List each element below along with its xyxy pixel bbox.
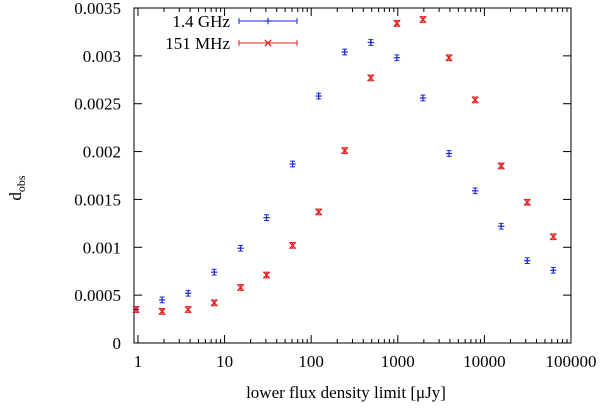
data-point: [288, 241, 297, 250]
series-mhz: [132, 15, 557, 316]
data-point: [419, 15, 427, 24]
x-tick-label: 1: [134, 352, 143, 371]
data-point: [314, 208, 323, 216]
legend: 1.4 GHz 151 MHz: [165, 12, 298, 53]
series-ghz: [132, 39, 557, 313]
data-point: [132, 305, 140, 314]
y-axis-label-sub: obs: [14, 175, 28, 192]
data-point: [289, 160, 296, 168]
data-point: [471, 96, 479, 104]
legend-marker: [264, 39, 272, 47]
y-tick-label: 0.002: [83, 143, 121, 162]
data-point: [471, 187, 479, 195]
data-point: [184, 290, 192, 297]
x-axis-label: lower flux density limit [μJy]: [246, 383, 446, 402]
y-axis-label-main: d: [6, 192, 25, 201]
x-tick-label: 10: [216, 352, 233, 371]
y-tick-label: 0.0015: [74, 190, 121, 209]
legend-label: 151 MHz: [165, 34, 230, 53]
data-point: [236, 283, 245, 292]
data-point: [263, 214, 270, 221]
x-tick-label: 100: [298, 352, 324, 371]
legend-label: 1.4 GHz: [172, 12, 230, 31]
y-tick-label: 0.0005: [74, 286, 121, 305]
data-point: [549, 233, 557, 241]
data-point: [211, 268, 218, 276]
svg-text:dobs: dobs: [6, 175, 28, 201]
y-tick-label: 0.0025: [74, 95, 121, 114]
y-axis-label: dobs: [6, 175, 28, 201]
data-point: [497, 162, 505, 170]
legend-entry: 151 MHz: [165, 34, 298, 53]
data-point: [393, 19, 401, 27]
y-tick-label: 0.003: [83, 47, 121, 66]
data-point: [158, 296, 166, 304]
data-point: [523, 198, 531, 206]
x-tick-label: 10000: [463, 352, 506, 371]
data-point: [262, 271, 271, 279]
data-point: [315, 92, 322, 100]
data-point: [524, 257, 531, 264]
data-point: [550, 267, 557, 274]
y-tick-label: 0: [113, 334, 122, 353]
y-tick-label: 0.001: [83, 238, 121, 257]
series-points: [132, 15, 557, 316]
data-point: [445, 54, 453, 62]
data-point: [393, 54, 401, 61]
data-point: [419, 94, 427, 102]
data-point: [237, 245, 244, 252]
axis-ticks: 0 0.0005 0.001 0.0015 0.002 0.0025 0.003 0.0035…: [74, 0, 596, 371]
data-point: [367, 74, 375, 82]
data-point: [158, 307, 166, 316]
data-point: [367, 39, 375, 46]
x-tick-label: 1000: [381, 352, 415, 371]
x-tick-label: 100000: [546, 352, 597, 371]
data-point: [210, 299, 218, 307]
plot-border: [133, 7, 572, 344]
data-point: [184, 305, 192, 314]
legend-marker: [264, 17, 272, 25]
legend-entry: 1.4 GHz: [172, 12, 298, 31]
data-point: [341, 48, 348, 56]
data-point: [445, 150, 453, 157]
data-point: [341, 146, 349, 155]
y-tick-label: 0.0035: [74, 0, 121, 18]
data-point: [497, 223, 505, 230]
plot-frame: [133, 7, 572, 344]
